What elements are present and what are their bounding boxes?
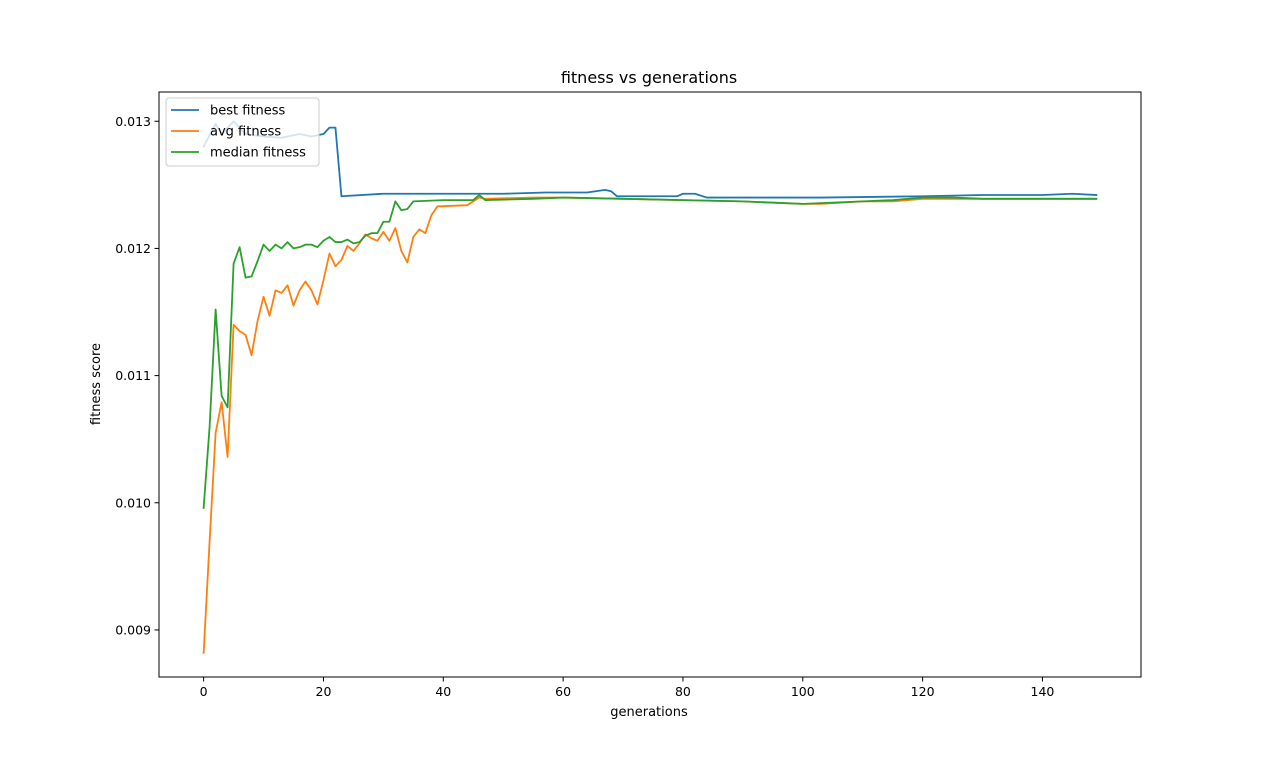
x-tick-label: 20 [316, 684, 332, 699]
x-tick-label: 120 [911, 684, 935, 699]
legend-label: median fitness [210, 146, 306, 161]
legend-items: best fitness avg fitness median fitness [171, 104, 306, 161]
legend-label: best fitness [210, 104, 286, 119]
y-axis-label: fitness score [89, 343, 104, 425]
y-axis-ticks: 0.009 0.010 0.011 0.012 0.013 [115, 114, 159, 637]
x-tick-label: 40 [435, 684, 451, 699]
legend-label: avg fitness [210, 125, 281, 140]
legend-box [165, 97, 320, 167]
y-tick-label: 0.013 [115, 114, 151, 129]
y-tick-label: 0.009 [115, 622, 151, 637]
x-axis-label: generations [610, 705, 688, 720]
x-tick-label: 100 [791, 684, 815, 699]
x-tick-label: 140 [1031, 684, 1055, 699]
y-tick-label: 0.012 [115, 241, 151, 256]
x-tick-label: 0 [200, 684, 208, 699]
y-tick-label: 0.011 [115, 368, 151, 383]
legend: best fitness avg fitness median fitness [165, 97, 320, 167]
plot-frame [158, 91, 1142, 678]
x-tick-label: 60 [555, 684, 571, 699]
x-axis-ticks: 0 20 40 60 80 100 120 140 [200, 677, 1055, 699]
series-line-median-fitness [202, 194, 1098, 509]
x-tick-label: 80 [675, 684, 691, 699]
chart-title: fitness vs generations [561, 68, 737, 87]
y-tick-label: 0.010 [115, 495, 151, 510]
